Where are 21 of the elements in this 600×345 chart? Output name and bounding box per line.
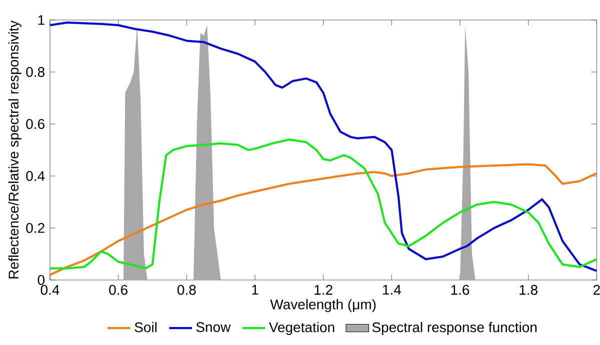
x-tick-label: 2: [593, 284, 600, 295]
x-tick-label: 0.8: [177, 284, 196, 295]
legend-label: Snow: [196, 322, 231, 332]
y-tick-label: 1: [38, 15, 44, 25]
legend-label: Soil: [134, 322, 156, 332]
y-tick-label: 0.6: [26, 119, 44, 129]
x-axis-title: Wavelength (μm): [270, 299, 376, 312]
y-tick-label: 0.8: [26, 67, 44, 77]
x-tick-label: 1: [252, 284, 258, 295]
y-tick-label: 0: [38, 275, 45, 285]
legend-label: Vegetation: [268, 322, 334, 336]
legend-label: Spectral response function: [372, 322, 537, 336]
x-tick-label: 1.4: [383, 284, 401, 295]
y-tick-label: 0.4: [26, 171, 45, 181]
x-tick-label: 1.6: [451, 284, 470, 295]
y-tick-label: 0.2: [26, 223, 44, 233]
y-axis-title: Reflectence/Relative spectral responsivity: [8, 20, 22, 278]
line-series: [50, 138, 597, 270]
x-tick-label: 1.2: [314, 284, 332, 295]
x-tick-label: 1.8: [520, 284, 538, 295]
x-tick-label: 0.6: [109, 284, 128, 295]
